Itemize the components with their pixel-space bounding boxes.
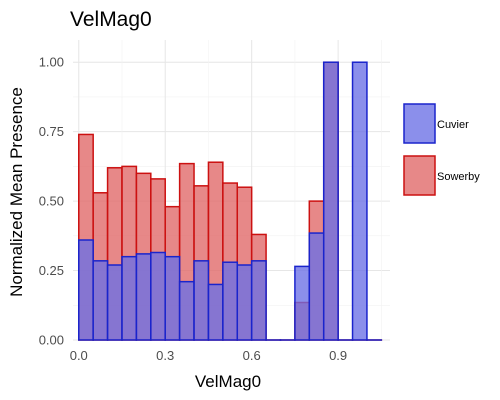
- y-tick-label: 1.00: [39, 55, 64, 70]
- bar-cuvier: [193, 260, 210, 341]
- bar-cuvier: [92, 260, 109, 341]
- bar-cuvier: [322, 61, 339, 341]
- bar-cuvier: [207, 283, 224, 341]
- y-tick-labels: 0.00 0.25 0.50 0.75 1.00: [39, 55, 64, 348]
- bar-cuvier: [351, 61, 368, 341]
- bar-cuvier: [250, 260, 267, 341]
- legend: Cuvier Sowerby: [403, 103, 480, 196]
- x-tick-label: 0.3: [156, 348, 174, 363]
- y-tick-label: 0.75: [39, 124, 64, 139]
- legend-key-cuvier: [403, 103, 436, 144]
- bars: [78, 61, 383, 341]
- chart-title: VelMag0: [70, 8, 152, 31]
- bar-cuvier: [236, 264, 253, 341]
- y-tick-label: 0.00: [39, 333, 64, 348]
- y-tick-label: 0.25: [39, 263, 64, 278]
- bar-cuvier: [135, 253, 152, 341]
- bar-cuvier: [121, 255, 138, 341]
- bar-cuvier: [78, 239, 94, 341]
- legend-label-sowerby: Sowerby: [437, 171, 480, 183]
- bar-cuvier: [150, 251, 166, 341]
- x-axis-title: VelMag0: [195, 372, 261, 391]
- bar-cuvier: [164, 255, 181, 341]
- bar-cuvier: [294, 265, 311, 341]
- y-tick-label: 0.50: [39, 194, 64, 209]
- bar-cuvier: [178, 280, 195, 341]
- x-tick-label: 0.9: [329, 348, 347, 363]
- x-tick-labels: 0.0 0.3 0.6 0.9: [70, 348, 347, 363]
- x-tick-label: 0.6: [243, 348, 261, 363]
- x-tick-label: 0.0: [70, 348, 88, 363]
- bar-cuvier: [308, 232, 325, 341]
- legend-key-sowerby: [403, 155, 436, 196]
- bar-cuvier: [222, 261, 239, 341]
- legend-label-cuvier: Cuvier: [437, 119, 469, 131]
- bar-cuvier: [106, 264, 123, 341]
- y-axis-title: Normalized Mean Presence: [7, 87, 26, 297]
